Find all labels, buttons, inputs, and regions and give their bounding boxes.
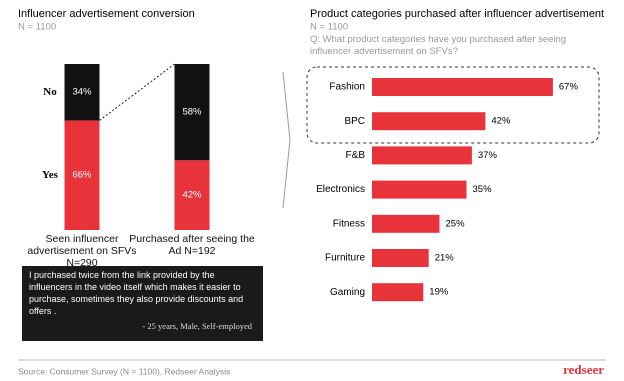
bar <box>372 146 472 165</box>
value-label: 67% <box>559 82 579 93</box>
highlight-box <box>306 66 600 144</box>
bar <box>372 180 467 199</box>
category-label: Electronics <box>316 184 365 195</box>
value-label: 58% <box>182 107 202 118</box>
series-label: No <box>43 86 57 98</box>
question: Q: What product categories have you purc… <box>310 34 567 57</box>
source: Source: Consumer Survey (N = 1100), Reds… <box>18 366 230 376</box>
quote-text: I purchased twice from the link provided… <box>29 270 244 316</box>
value-label: 19% <box>429 287 449 298</box>
bar <box>372 214 440 233</box>
category-label: Gaming <box>330 287 365 298</box>
quote-box <box>22 266 263 341</box>
value-label: 34% <box>72 87 92 98</box>
series-label: Yes <box>42 169 59 181</box>
bar-segment <box>64 64 100 121</box>
bar-segment <box>64 120 100 230</box>
category-label: Fitness <box>333 218 365 229</box>
logo: redseer <box>563 362 604 377</box>
quote-attribution: - 25 years, Male, Self-employed <box>142 321 252 331</box>
left-title: Influencer advertisement conversion <box>18 8 195 20</box>
bar-segment <box>174 64 210 161</box>
value-label: 42% <box>491 116 511 127</box>
bar-segment <box>174 160 210 230</box>
category-label: Seen influencer advertisement on SFVs N=… <box>27 233 137 269</box>
bar <box>372 249 429 267</box>
category-label: Fashion <box>329 82 365 93</box>
category-label: Purchased after seeing the Ad N=192 <box>129 233 255 257</box>
value-label: 66% <box>72 170 92 181</box>
bar <box>372 112 486 131</box>
right-title: Product categories purchased after influ… <box>310 8 604 20</box>
bar <box>372 78 553 96</box>
bar <box>372 283 424 302</box>
value-label: 35% <box>473 184 493 195</box>
right-subtitle: N = 1100 <box>310 22 348 33</box>
category-label: F&B <box>346 150 366 161</box>
value-label: 37% <box>478 150 498 161</box>
category-label: Furniture <box>325 253 365 264</box>
value-label: 21% <box>435 253 455 264</box>
value-label: 25% <box>446 218 466 229</box>
value-label: 42% <box>182 190 202 201</box>
bracket <box>282 71 291 209</box>
category-label: BPC <box>344 116 365 127</box>
connector <box>99 63 175 121</box>
left-subtitle: N = 1100 <box>18 22 56 33</box>
